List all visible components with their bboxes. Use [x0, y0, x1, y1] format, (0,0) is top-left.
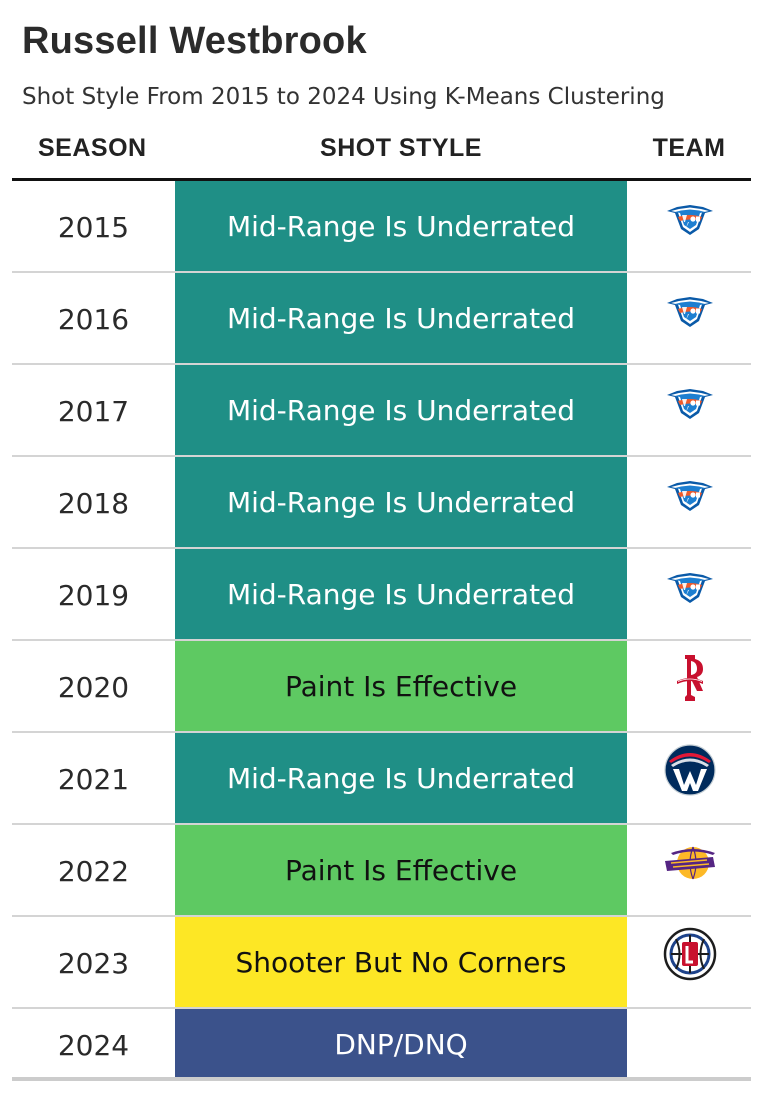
- table-row: 2024 DNP/DNQ: [0, 1009, 760, 1081]
- okc-thunder-logo: [663, 191, 717, 245]
- team-cell: [627, 181, 751, 273]
- shot-style-cell: Paint Is Effective: [175, 641, 627, 731]
- table-row: 2022 Paint Is Effective: [0, 825, 760, 917]
- row-divider: [12, 547, 751, 549]
- okc-thunder-logo: [663, 559, 717, 613]
- shot-style-cell: Paint Is Effective: [175, 825, 627, 915]
- season-cell: 2022: [57, 854, 130, 888]
- table-row: 2019 Mid-Range Is Underrated: [0, 549, 760, 641]
- washington-wizards-logo: [663, 743, 717, 797]
- team-cell: [627, 273, 751, 365]
- row-divider: [12, 915, 751, 917]
- okc-thunder-logo: [663, 467, 717, 521]
- season-cell: 2018: [57, 486, 130, 520]
- row-divider: [12, 1007, 751, 1009]
- header-season: SEASON: [38, 134, 147, 162]
- houston-rockets-logo: [663, 651, 717, 705]
- okc-thunder-logo: [663, 375, 717, 429]
- team-cell: [627, 365, 751, 457]
- team-cell: [627, 457, 751, 549]
- team-cell: [627, 917, 751, 1009]
- season-cell: 2023: [57, 946, 130, 980]
- season-cell: 2017: [57, 394, 130, 428]
- table-row: 2020 Paint Is Effective: [0, 641, 760, 733]
- shot-style-cell: Mid-Range Is Underrated: [175, 365, 627, 455]
- row-divider: [12, 639, 751, 641]
- la-lakers-logo: [663, 835, 717, 889]
- table-row: 2023 Shooter But No Corners: [0, 917, 760, 1009]
- shot-style-cell: Mid-Range Is Underrated: [175, 457, 627, 547]
- season-cell: 2021: [57, 762, 130, 796]
- row-divider: [12, 271, 751, 273]
- header-team: TEAM: [652, 134, 726, 162]
- row-divider: [12, 1077, 751, 1081]
- team-cell: [627, 549, 751, 641]
- shot-style-cell: Mid-Range Is Underrated: [175, 733, 627, 823]
- table-body: 2015 Mid-Range Is Underrated 2016 Mid-Rang…: [0, 181, 760, 1081]
- chart-subtitle: Shot Style From 2015 to 2024 Using K-Mea…: [22, 84, 665, 110]
- table-row: 2021 Mid-Range Is Underrated: [0, 733, 760, 825]
- shot-style-cell: Shooter But No Corners: [175, 917, 627, 1007]
- row-divider: [12, 823, 751, 825]
- team-cell: [627, 641, 751, 733]
- team-cell: [627, 825, 751, 917]
- table-row: 2015 Mid-Range Is Underrated: [0, 181, 760, 273]
- header-rule: [12, 178, 751, 181]
- row-divider: [12, 363, 751, 365]
- header-shot-style: SHOT STYLE: [320, 134, 482, 162]
- shot-style-cell: Mid-Range Is Underrated: [175, 549, 627, 639]
- table-row: 2017 Mid-Range Is Underrated: [0, 365, 760, 457]
- row-divider: [12, 455, 751, 457]
- season-cell: 2015: [57, 210, 130, 244]
- shot-style-cell: Mid-Range Is Underrated: [175, 273, 627, 363]
- season-cell: 2020: [57, 670, 130, 704]
- table-row: 2018 Mid-Range Is Underrated: [0, 457, 760, 549]
- table-row: 2016 Mid-Range Is Underrated: [0, 273, 760, 365]
- team-cell: [627, 733, 751, 825]
- okc-thunder-logo: [663, 283, 717, 337]
- shot-style-cell: Mid-Range Is Underrated: [175, 181, 627, 271]
- season-cell: 2019: [57, 578, 130, 612]
- la-clippers-logo: [663, 927, 717, 981]
- season-cell: 2016: [57, 302, 130, 336]
- season-cell: 2024: [57, 1028, 130, 1062]
- team-cell: [627, 1009, 751, 1081]
- chart-title: Russell Westbrook: [22, 20, 367, 62]
- shot-style-cell: DNP/DNQ: [175, 1009, 627, 1079]
- row-divider: [12, 731, 751, 733]
